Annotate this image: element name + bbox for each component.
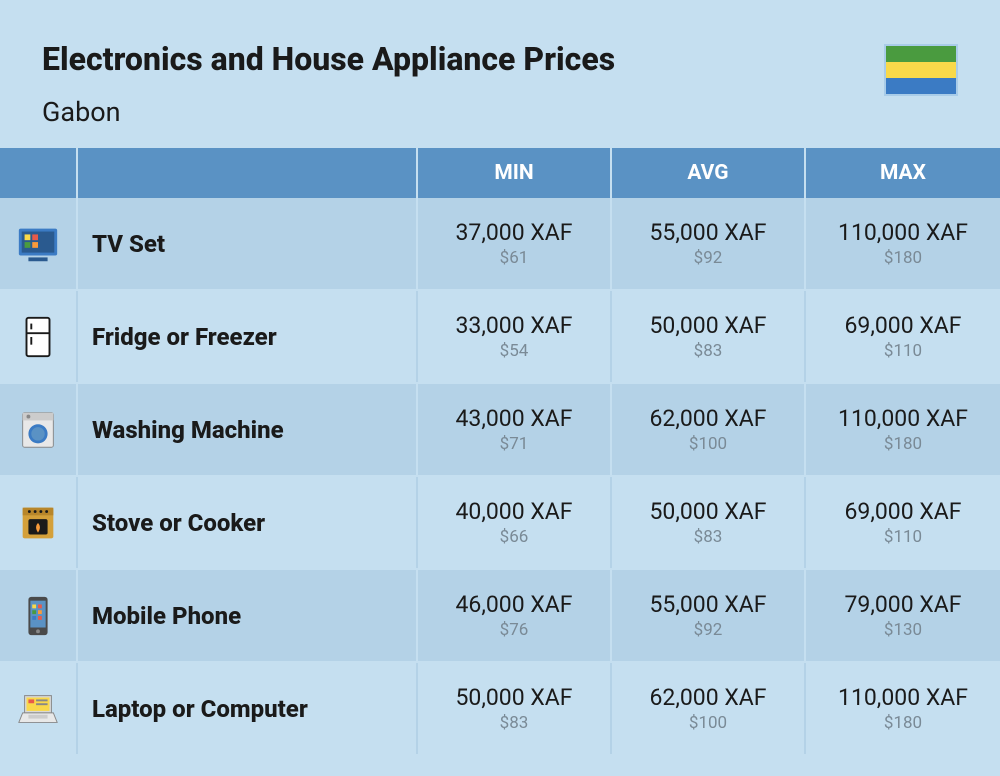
price-usd: $83 [500,713,529,733]
price-xaf: 62,000 XAF [650,405,767,432]
price-xaf: 62,000 XAF [650,684,767,711]
price-usd: $71 [500,434,529,454]
price-min: 33,000 XAF$54 [418,291,612,382]
item-name: Mobile Phone [78,570,418,661]
price-usd: $61 [500,248,529,268]
header-text: Electronics and House Appliance Prices G… [42,40,884,128]
flag-icon [884,44,958,96]
price-usd: $54 [500,341,529,361]
price-xaf: 55,000 XAF [650,591,767,618]
item-name: TV Set [78,198,418,289]
page-header: Electronics and House Appliance Prices G… [0,0,1000,148]
price-max: 79,000 XAF$130 [806,570,1000,661]
table-row: Stove or Cooker40,000 XAF$6650,000 XAF$8… [0,477,1000,570]
price-avg: 62,000 XAF$100 [612,384,806,475]
flag-stripe-mid [886,62,956,78]
price-xaf: 110,000 XAF [838,219,968,246]
price-avg: 55,000 XAF$92 [612,198,806,289]
price-xaf: 46,000 XAF [456,591,573,618]
price-usd: $92 [694,248,723,268]
price-xaf: 40,000 XAF [456,498,573,525]
price-avg: 50,000 XAF$83 [612,477,806,568]
price-avg: 50,000 XAF$83 [612,291,806,382]
price-usd: $83 [694,527,723,547]
flag-stripe-top [886,46,956,62]
table-row: Mobile Phone46,000 XAF$7655,000 XAF$9279… [0,570,1000,663]
phone-icon [0,570,78,661]
price-max: 110,000 XAF$180 [806,663,1000,754]
price-xaf: 55,000 XAF [650,219,767,246]
price-max: 110,000 XAF$180 [806,384,1000,475]
price-usd: $110 [884,527,922,547]
table-row: TV Set37,000 XAF$6155,000 XAF$92110,000 … [0,198,1000,291]
col-avg: AVG [612,148,806,198]
price-xaf: 69,000 XAF [845,498,962,525]
item-name: Fridge or Freezer [78,291,418,382]
price-xaf: 110,000 XAF [838,405,968,432]
price-usd: $100 [689,434,727,454]
tv-icon [0,198,78,289]
col-max: MAX [806,148,1000,198]
price-usd: $180 [884,248,922,268]
fridge-icon [0,291,78,382]
flag-stripe-bot [886,78,956,94]
price-avg: 62,000 XAF$100 [612,663,806,754]
price-min: 40,000 XAF$66 [418,477,612,568]
price-xaf: 33,000 XAF [456,312,573,339]
price-xaf: 50,000 XAF [456,684,573,711]
item-name: Washing Machine [78,384,418,475]
laptop-icon [0,663,78,754]
price-usd: $83 [694,341,723,361]
price-xaf: 110,000 XAF [838,684,968,711]
price-min: 46,000 XAF$76 [418,570,612,661]
price-xaf: 50,000 XAF [650,498,767,525]
price-usd: $100 [689,713,727,733]
price-max: 69,000 XAF$110 [806,477,1000,568]
price-min: 37,000 XAF$61 [418,198,612,289]
table-row: Laptop or Computer50,000 XAF$8362,000 XA… [0,663,1000,756]
stove-icon [0,477,78,568]
col-name [78,148,418,198]
price-avg: 55,000 XAF$92 [612,570,806,661]
country-name: Gabon [42,96,884,128]
price-usd: $180 [884,713,922,733]
price-usd: $110 [884,341,922,361]
item-name: Laptop or Computer [78,663,418,754]
price-max: 69,000 XAF$110 [806,291,1000,382]
table-body: TV Set37,000 XAF$6155,000 XAF$92110,000 … [0,198,1000,756]
price-xaf: 79,000 XAF [845,591,962,618]
price-xaf: 69,000 XAF [845,312,962,339]
price-usd: $76 [500,620,529,640]
price-xaf: 43,000 XAF [456,405,573,432]
price-table: MIN AVG MAX TV Set37,000 XAF$6155,000 XA… [0,148,1000,756]
price-usd: $180 [884,434,922,454]
price-xaf: 50,000 XAF [650,312,767,339]
table-row: Fridge or Freezer33,000 XAF$5450,000 XAF… [0,291,1000,384]
table-header-row: MIN AVG MAX [0,148,1000,198]
col-min: MIN [418,148,612,198]
page-title: Electronics and House Appliance Prices [42,40,884,78]
price-min: 43,000 XAF$71 [418,384,612,475]
price-xaf: 37,000 XAF [456,219,573,246]
price-usd: $66 [500,527,529,547]
table-row: Washing Machine43,000 XAF$7162,000 XAF$1… [0,384,1000,477]
col-icon [0,148,78,198]
washer-icon [0,384,78,475]
price-usd: $92 [694,620,723,640]
item-name: Stove or Cooker [78,477,418,568]
price-usd: $130 [884,620,922,640]
price-min: 50,000 XAF$83 [418,663,612,754]
price-max: 110,000 XAF$180 [806,198,1000,289]
